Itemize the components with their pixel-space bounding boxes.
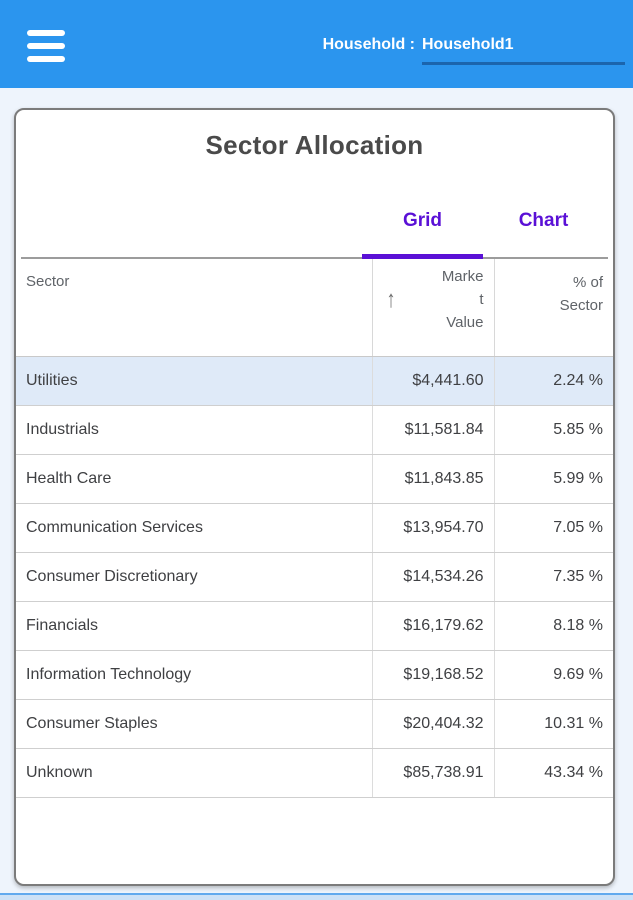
- table-row-financials[interactable]: Financials $16,179.62 8.18 %: [16, 601, 613, 651]
- market-value-cell: $11,843.85: [372, 454, 495, 504]
- household-label: Household :: [322, 36, 415, 53]
- table-row-information-technology[interactable]: Information Technology $19,168.52 9.69 %: [16, 650, 613, 700]
- sector-table: Sector ↑ Market Value % of Sector Utilit…: [16, 259, 613, 798]
- tab-grid[interactable]: Grid: [362, 187, 483, 259]
- sector-cell: Consumer Discretionary: [16, 552, 373, 602]
- pct-cell: 7.05 %: [494, 503, 613, 553]
- pct-cell: 8.18 %: [494, 601, 613, 651]
- sort-ascending-icon[interactable]: ↑: [386, 285, 395, 313]
- pct-cell: 9.69 %: [494, 650, 613, 700]
- table-row-utilities[interactable]: Utilities $4,441.60 2.24 %: [16, 356, 613, 406]
- pct-cell: 2.24 %: [494, 356, 613, 406]
- market-value-cell: $4,441.60: [372, 356, 495, 406]
- sector-allocation-card: Sector Allocation Grid Chart Sector: [14, 108, 615, 886]
- sector-cell: Utilities: [16, 356, 373, 406]
- sector-cell: Unknown: [16, 748, 373, 798]
- menu-button[interactable]: [27, 30, 65, 62]
- app-bar: Household : Household1: [0, 0, 633, 88]
- sector-cell: Health Care: [16, 454, 373, 504]
- market-value-cell: $85,738.91: [372, 748, 495, 798]
- market-value-cell: $19,168.52: [372, 650, 495, 700]
- bottom-edge-strip: [0, 893, 633, 900]
- pct-cell: 43.34 %: [494, 748, 613, 798]
- tab-divider: [21, 257, 608, 259]
- column-header-sector[interactable]: Sector: [16, 259, 373, 357]
- table-row-consumer-staples[interactable]: Consumer Staples $20,404.32 10.31 %: [16, 699, 613, 749]
- tab-grid-label: Grid: [402, 209, 443, 231]
- table-row-communication-services[interactable]: Communication Services $13,954.70 7.05 %: [16, 503, 613, 553]
- market-value-cell: $13,954.70: [372, 503, 495, 553]
- sector-cell: Information Technology: [16, 650, 373, 700]
- tab-chart-label: Chart: [518, 209, 569, 231]
- column-header-market-value[interactable]: ↑ Market Value: [372, 259, 495, 357]
- tab-chart[interactable]: Chart: [483, 187, 604, 259]
- market-value-cell: $20,404.32: [372, 699, 495, 749]
- pct-header-label: % of Sector: [559, 274, 603, 314]
- table-row-consumer-discretionary[interactable]: Consumer Discretionary $14,534.26 7.35 %: [16, 552, 613, 602]
- market-value-header-label: Market Value: [441, 268, 484, 331]
- household-field: Household : Household1: [323, 34, 625, 65]
- sector-cell: Communication Services: [16, 503, 373, 553]
- sector-cell: Financials: [16, 601, 373, 651]
- household-value-input[interactable]: Household1: [422, 34, 625, 65]
- market-value-cell: $16,179.62: [372, 601, 495, 651]
- table-row-industrials[interactable]: Industrials $11,581.84 5.85 %: [16, 405, 613, 455]
- column-header-pct-of-sector[interactable]: % of Sector: [494, 259, 613, 357]
- pct-cell: 7.35 %: [494, 552, 613, 602]
- pct-cell: 5.99 %: [494, 454, 613, 504]
- market-value-cell: $14,534.26: [372, 552, 495, 602]
- page-title: Sector Allocation: [205, 130, 424, 160]
- sector-cell: Consumer Staples: [16, 699, 373, 749]
- pct-cell: 5.85 %: [494, 405, 613, 455]
- market-value-cell: $11,581.84: [372, 405, 495, 455]
- table-header-row: Sector ↑ Market Value % of Sector: [16, 259, 613, 357]
- hamburger-icon: [27, 30, 65, 36]
- table-row-unknown[interactable]: Unknown $85,738.91 43.34 %: [16, 748, 613, 798]
- sector-cell: Industrials: [16, 405, 373, 455]
- tab-bar: Grid Chart: [16, 187, 613, 259]
- pct-cell: 10.31 %: [494, 699, 613, 749]
- table-row-health-care[interactable]: Health Care $11,843.85 5.99 %: [16, 454, 613, 504]
